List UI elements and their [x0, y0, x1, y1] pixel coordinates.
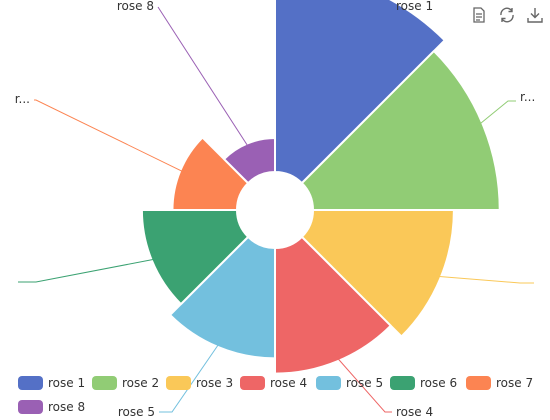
legend-label: rose 5: [346, 376, 384, 390]
legend-label: rose 8: [48, 400, 86, 414]
data-view-icon[interactable]: [470, 6, 488, 24]
label-line-3: [434, 275, 534, 284]
sector-label-7: r...: [15, 92, 30, 106]
label-line-2: [476, 100, 516, 127]
restore-icon[interactable]: [498, 6, 516, 24]
save-image-icon[interactable]: [526, 6, 544, 24]
legend-label: rose 7: [496, 376, 534, 390]
legend-item-6[interactable]: rose 6: [390, 376, 457, 390]
rose-sector-7[interactable]: [171, 136, 250, 211]
legend-swatch: [466, 376, 491, 390]
legend-item-5[interactable]: rose 5: [316, 376, 383, 390]
legend-swatch: [390, 376, 415, 390]
rose-sector-2[interactable]: [300, 50, 501, 211]
legend-label: rose 2: [122, 376, 160, 390]
sector-label-8: rose 8: [117, 0, 154, 13]
legend-item-3[interactable]: rose 3: [166, 376, 233, 390]
label-line-5: [159, 341, 221, 413]
label-line-4: [334, 355, 392, 413]
label-line-7: [34, 99, 187, 174]
label-line-8: [157, 6, 251, 150]
legend-label: rose 3: [196, 376, 234, 390]
legend-swatch: [240, 376, 265, 390]
sector-label-1: rose 1: [396, 0, 433, 13]
legend-item-8[interactable]: rose 8: [18, 400, 85, 414]
legend-item-4[interactable]: rose 4: [240, 376, 307, 390]
label-line-6: [18, 258, 158, 283]
sector-label-2: r...: [520, 90, 535, 104]
legend-item-2[interactable]: rose 2: [92, 376, 159, 390]
legend-label: rose 1: [48, 376, 86, 390]
rose-sector-8[interactable]: [223, 137, 276, 185]
legend-swatch: [18, 400, 43, 414]
legend-swatch: [92, 376, 117, 390]
legend-label: rose 4: [270, 376, 308, 390]
rose-sector-1[interactable]: [274, 0, 446, 185]
legend-item-7[interactable]: rose 7: [466, 376, 533, 390]
rose-sector-4[interactable]: [274, 235, 392, 375]
sector-label-4: rose 4: [396, 405, 433, 419]
legend-swatch: [18, 376, 43, 390]
legend-item-1[interactable]: rose 1: [18, 376, 85, 390]
legend-swatch: [166, 376, 191, 390]
legend-label: rose 6: [420, 376, 458, 390]
rose-sector-6[interactable]: [140, 209, 250, 306]
sector-label-5: rose 5: [118, 405, 155, 419]
rose-sector-3[interactable]: [300, 209, 455, 338]
toolbox: [470, 6, 544, 24]
rose-sector-5[interactable]: [169, 235, 276, 360]
legend-swatch: [316, 376, 341, 390]
